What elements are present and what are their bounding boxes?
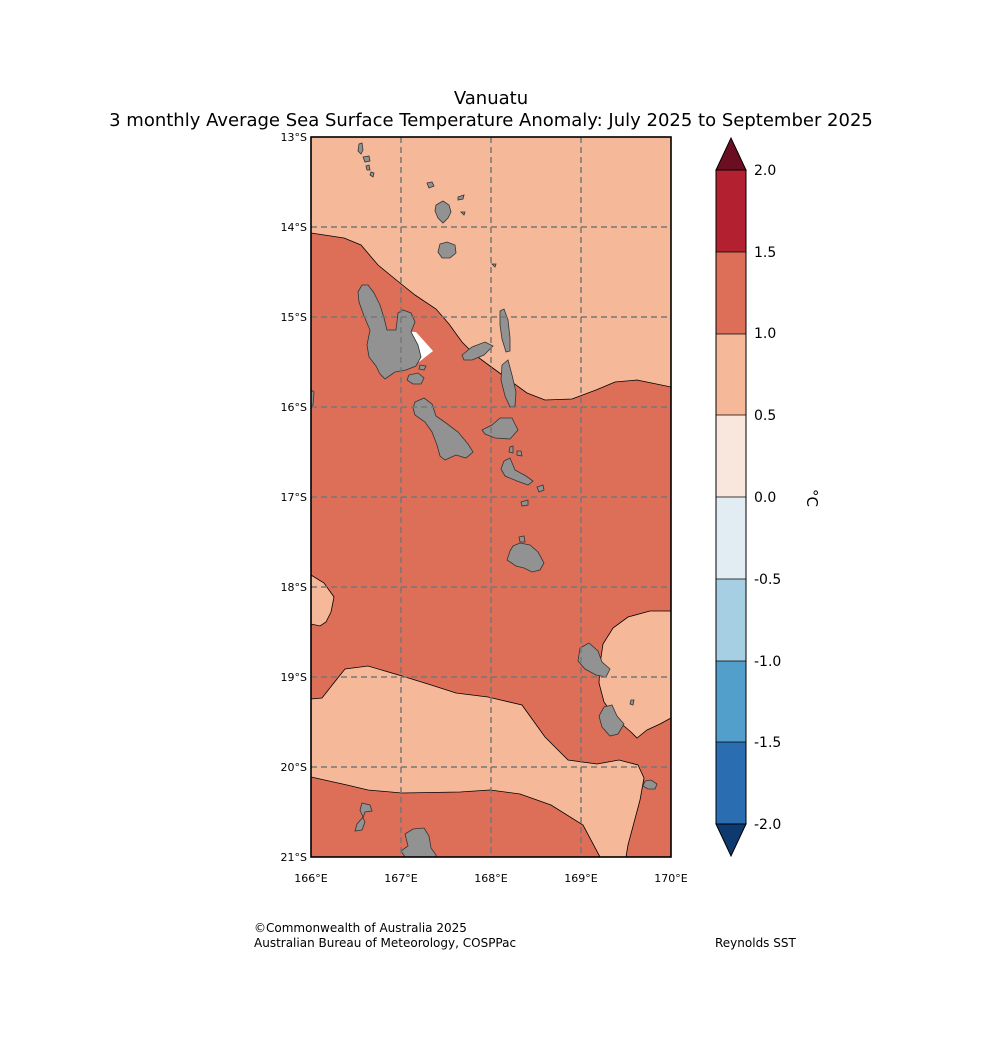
- island-torres-3: [365, 164, 371, 171]
- colorbar: 2.0 1.5 1.0 0.5 0.0 -0.5 -1.0 -1.5 -2.0 …: [715, 136, 821, 858]
- lat-label-19s: 19°S: [281, 671, 307, 684]
- lon-label-167e: 167°E: [384, 872, 417, 885]
- island-banks-6: [491, 263, 497, 268]
- island-tongoa: [536, 484, 545, 493]
- colorbar-bin-0.0-0.5: [716, 415, 746, 497]
- island-malekula: [412, 397, 474, 461]
- map-frame: [310, 136, 672, 858]
- island-paama: [508, 445, 514, 454]
- colorbar-bin-0.5-1.0: [716, 334, 746, 415]
- island-ambae: [461, 341, 494, 361]
- island-aniwa: [629, 699, 635, 706]
- colorbar-tick-1.5: 1.5: [754, 245, 776, 261]
- warm-region-south-band: [311, 665, 645, 857]
- colorbar-over-triangle: [715, 136, 747, 171]
- island-torres-4: [369, 171, 375, 178]
- colorbar-bin-neg1.0-neg0.5: [716, 579, 746, 661]
- copyright-text: ©Commonwealth of Australia 2025: [254, 921, 467, 935]
- island-loyalty-1: [354, 802, 373, 832]
- island-pentecost: [500, 359, 517, 408]
- data-source-text: Reynolds SST: [715, 936, 796, 950]
- agency-text: Australian Bureau of Meteorology, COSPPa…: [254, 936, 517, 950]
- island-banks-4: [460, 211, 466, 216]
- colorbar-bin-1.0-1.5: [716, 252, 746, 334]
- lat-label-20s: 20°S: [281, 761, 307, 774]
- island-banks-5: [437, 241, 457, 259]
- lon-label-168e: 168°E: [474, 872, 507, 885]
- island-nguna: [518, 535, 526, 543]
- island-erromango: [577, 642, 611, 678]
- gridlines: [311, 137, 671, 857]
- island-efate: [506, 542, 545, 573]
- map-panel: [311, 137, 671, 857]
- colorbar-bin-1.5-2.0: [716, 170, 746, 252]
- island-banks-1: [426, 181, 435, 189]
- colorbar-tick-0.0: 0.0: [754, 490, 776, 506]
- lat-label-15s: 15°S: [281, 311, 307, 324]
- island-loyalty-2: [400, 827, 437, 857]
- colorbar-tick-neg1.0: -1.0: [754, 654, 781, 670]
- island-banks-3: [457, 194, 465, 201]
- colorbar-outline: [715, 169, 747, 825]
- lon-label-166e: 166°E: [294, 872, 327, 885]
- lat-label-18s: 18°S: [281, 581, 307, 594]
- island-espiritu-santo: [357, 284, 422, 380]
- lat-label-13s: 13°S: [281, 131, 307, 144]
- lon-label-170e: 170°E: [654, 872, 687, 885]
- lat-label-21s: 21°S: [281, 851, 307, 864]
- lat-label-14s: 14°S: [281, 221, 307, 234]
- island-small-santo: [418, 364, 427, 371]
- colorbar-tick-1.0: 1.0: [754, 326, 776, 342]
- colorbar-bin-neg0.5-0.0: [716, 497, 746, 579]
- island-banks-2: [434, 200, 452, 224]
- island-tanna: [598, 704, 625, 737]
- colorbar-tick-2.0: 2.0: [754, 163, 776, 179]
- colorbar-bin-neg1.5-neg1.0: [716, 661, 746, 742]
- island-ambrym: [481, 417, 519, 440]
- colorbar-tick-neg0.5: -0.5: [754, 572, 781, 588]
- island-torres-1: [357, 142, 364, 155]
- island-emae: [520, 499, 529, 507]
- lat-label-17s: 17°S: [281, 491, 307, 504]
- island-malo: [406, 372, 425, 385]
- colorbar-tick-neg1.5: -1.5: [754, 735, 781, 751]
- warm-region-southeast: [598, 610, 671, 739]
- island-maewo: [499, 308, 511, 353]
- island-lopevi: [516, 450, 523, 457]
- map-subtitle: 3 monthly Average Sea Surface Temperatur…: [109, 110, 873, 131]
- island-torres-2: [362, 155, 371, 163]
- land-masses: [311, 142, 658, 857]
- colorbar-under-triangle: [715, 823, 747, 858]
- colorbar-unit-label: °C: [803, 489, 821, 507]
- colorbar-bin-neg2.0-neg1.5: [716, 742, 746, 824]
- island-epi: [500, 457, 534, 486]
- colorbar-tick-neg2.0: -2.0: [754, 817, 781, 833]
- map-title: Vanuatu: [453, 88, 529, 109]
- lat-label-16s: 16°S: [281, 401, 307, 414]
- colorbar-tick-0.5: 0.5: [754, 408, 776, 424]
- island-aneityum: [642, 779, 658, 790]
- lon-label-169e: 169°E: [564, 872, 597, 885]
